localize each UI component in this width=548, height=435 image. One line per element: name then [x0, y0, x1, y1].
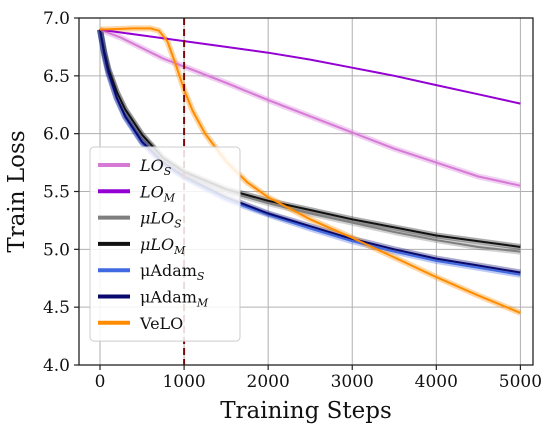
legend-label: μAdamM: [140, 288, 209, 310]
y-tick-label: 5.0: [43, 240, 70, 260]
y-tick-label: 4.0: [43, 356, 70, 376]
y-tick-label: 6.5: [43, 67, 70, 87]
x-tick-label: 0: [95, 372, 106, 392]
legend-label: μLOM: [140, 235, 186, 257]
x-tick-label: 5000: [499, 372, 542, 392]
x-tick-label: 2000: [247, 372, 290, 392]
legend-label: LOS: [139, 156, 172, 178]
y-tick-label: 6.0: [43, 125, 70, 145]
x-tick-label: 1000: [162, 372, 205, 392]
x-tick-labels: 0 1000 2000 3000 4000 5000: [95, 365, 542, 392]
y-tick-label: 4.5: [43, 298, 70, 318]
x-axis-label: Training Steps: [220, 398, 392, 424]
y-tick-label: 7.0: [43, 9, 70, 29]
y-tick-labels: 4.0 4.5 5.0 5.5 6.0 6.5 7.0: [43, 9, 79, 376]
legend: LOS LOM μLOS μLOM μAdamS μAdamM VeLO: [89, 146, 241, 342]
y-tick-label: 5.5: [43, 183, 70, 203]
legend-label: VeLO: [139, 314, 183, 333]
line-lo-s: [99, 28, 521, 187]
legend-label: μAdamS: [140, 261, 205, 283]
legend-label: LOM: [139, 182, 176, 204]
line-lo-m: [99, 28, 521, 105]
x-tick-label: 3000: [331, 372, 374, 392]
x-tick-label: 4000: [415, 372, 458, 392]
y-axis-label: Train Loss: [4, 130, 30, 252]
legend-box: [89, 146, 241, 342]
legend-label: μLOS: [140, 209, 182, 231]
